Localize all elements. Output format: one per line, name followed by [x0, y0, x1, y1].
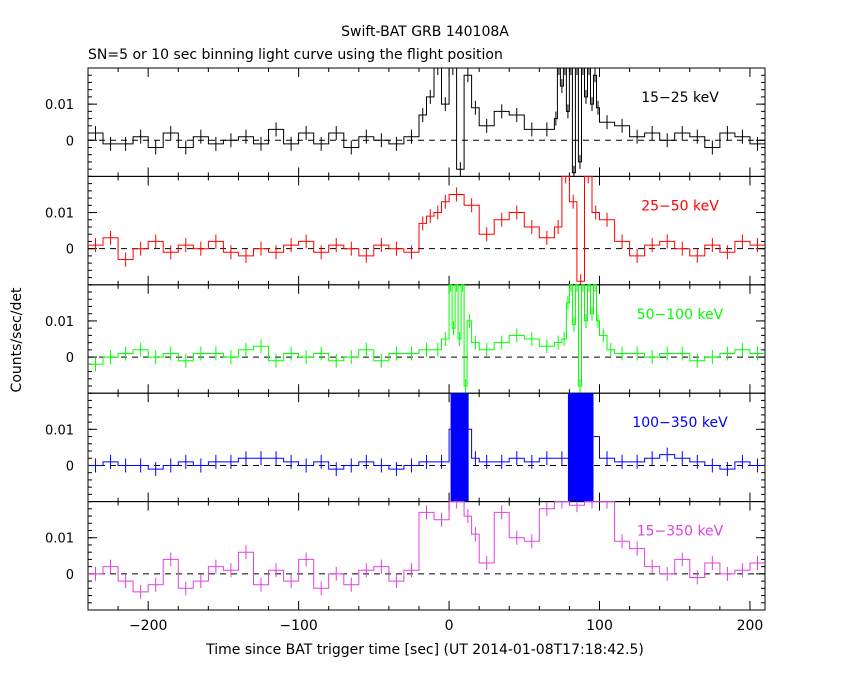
x-tick-label: 200	[737, 618, 764, 634]
y-tick-label: 0	[66, 243, 74, 258]
panel-2: 0 0.01 25−50 keV	[45, 175, 766, 286]
panel-1: 0 0.01 15−25 keV	[45, 67, 766, 177]
y-tick-label: 0.01	[45, 315, 74, 330]
x-axis-label: Time since BAT trigger time [sec] (UT 20…	[205, 642, 644, 658]
panel-energy-label: 50−100 keV	[637, 307, 724, 323]
chart-subtitle: SN=5 or 10 sec binning light curve using…	[88, 47, 503, 63]
y-tick-label: 0	[66, 568, 74, 583]
light-curve-5	[88, 501, 765, 593]
light-curve-2	[88, 175, 765, 282]
panel-5: 0 0.01 15−350 keV −200 −100 0 100 200	[45, 501, 766, 634]
x-tick-label: −200	[129, 618, 167, 634]
y-tick-label: 0.01	[45, 532, 74, 547]
panel-energy-label: 15−350 keV	[637, 524, 724, 540]
panel-energy-label: 15−25 keV	[641, 90, 719, 106]
light-curve-4	[88, 428, 765, 470]
x-tick-label: 0	[445, 618, 454, 634]
burst-band	[450, 393, 469, 502]
y-tick-label: 0	[66, 351, 74, 366]
burst-band	[567, 393, 594, 502]
panel-frame	[87, 392, 766, 503]
light-curve-3	[88, 284, 765, 387]
y-tick-label: 0	[66, 134, 74, 149]
x-tick-label: −100	[279, 618, 317, 634]
panel-3: 0 0.01 50−100 keV	[45, 284, 766, 394]
panel-frame	[87, 175, 766, 286]
panel-4: 0 0.01 100−350 keV	[45, 392, 766, 503]
panel-frame	[87, 501, 766, 611]
panel-frame	[87, 284, 766, 394]
y-tick-label: 0.01	[45, 207, 74, 222]
x-tick-label: 100	[586, 618, 613, 634]
light-curve-1	[88, 67, 765, 174]
panel-energy-label: 100−350 keV	[632, 415, 728, 431]
y-tick-label: 0	[66, 459, 74, 474]
y-tick-label: 0.01	[45, 423, 74, 438]
panel-frame	[87, 67, 766, 177]
panels-group: 0 0.01 15−25 keV 0 0.01 25−50 keV 0 0.01 50−100 …	[45, 67, 766, 634]
y-axis-label: Counts/sec/det	[9, 287, 25, 392]
panel-energy-label: 25−50 keV	[641, 198, 719, 214]
chart-title: Swift-BAT GRB 140108A	[341, 24, 509, 40]
y-tick-label: 0.01	[45, 98, 74, 113]
